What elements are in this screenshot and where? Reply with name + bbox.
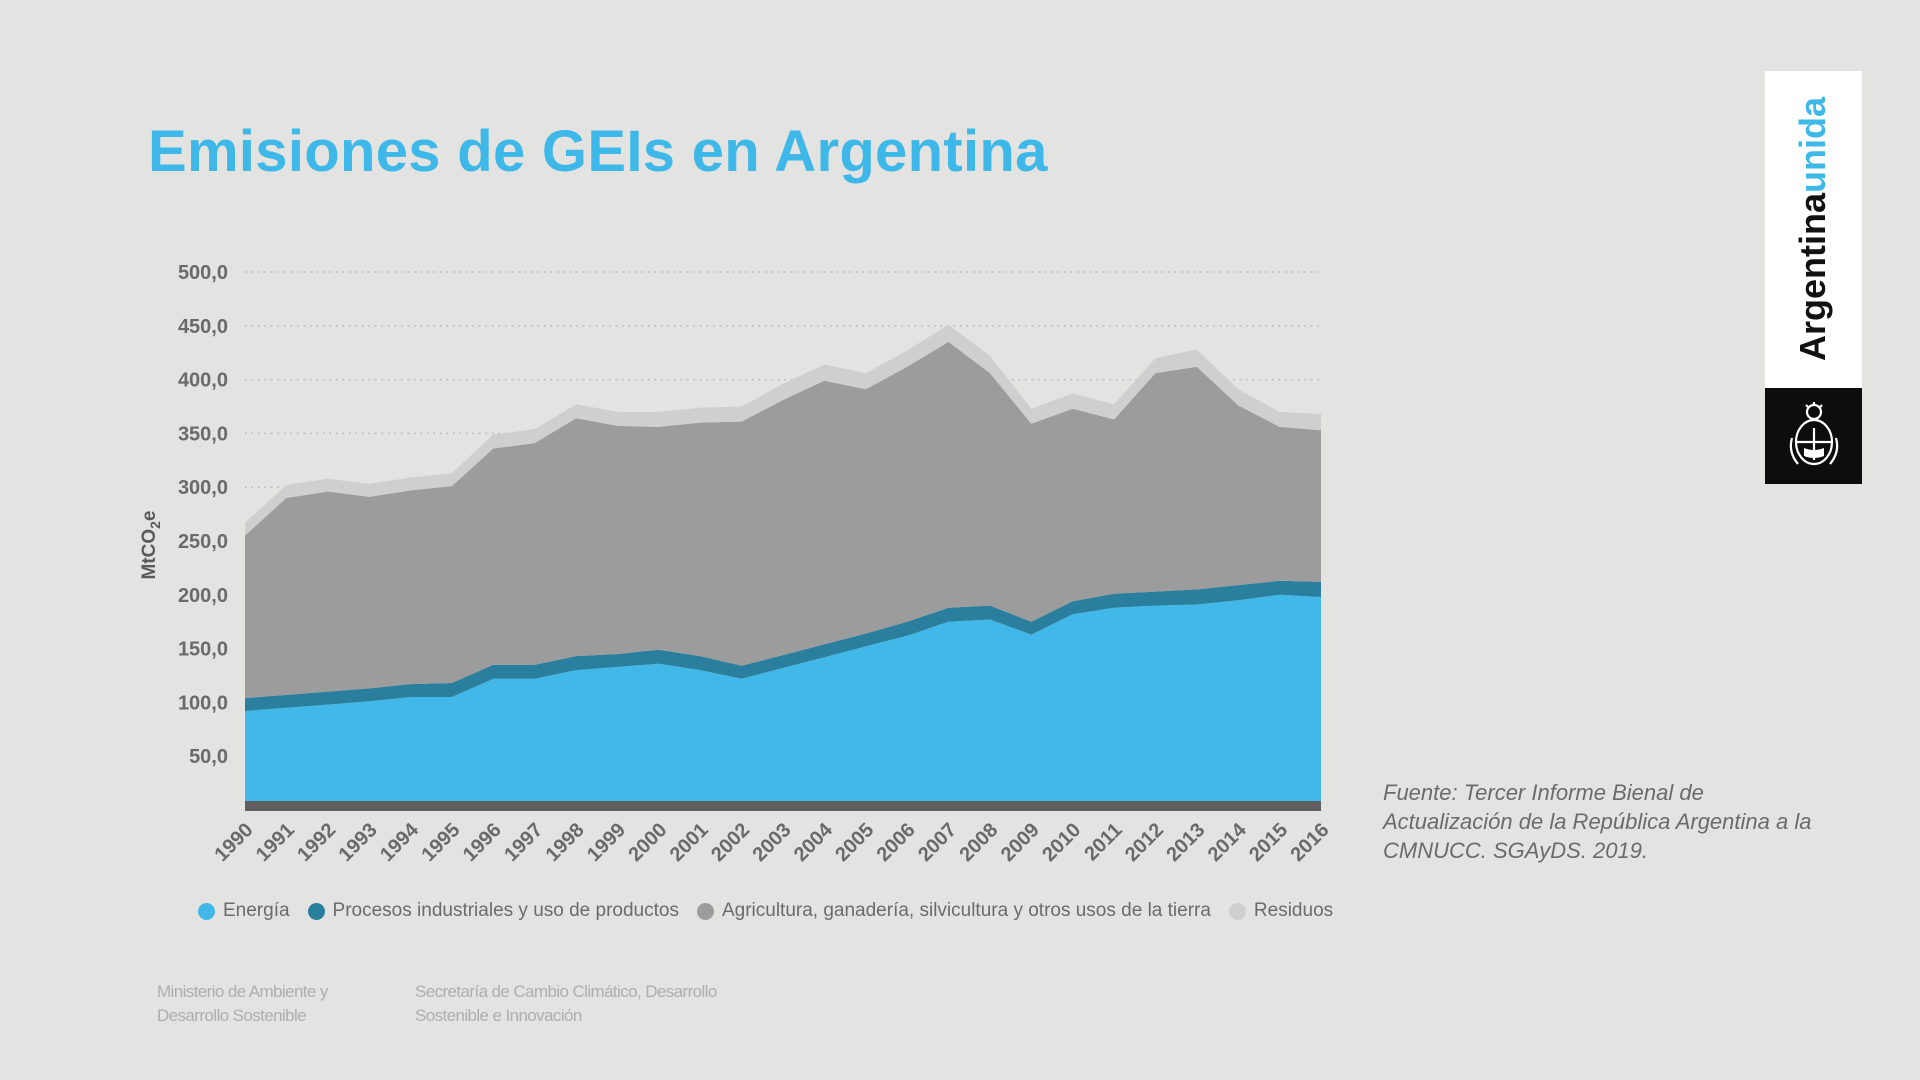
brand-word-argentina: Argentina [1792, 192, 1833, 362]
x-tick-label: 2009 [997, 819, 1044, 866]
x-tick-label: 1996 [459, 819, 506, 866]
x-axis-baseline [245, 801, 1321, 811]
x-tick-label: 2007 [914, 819, 961, 866]
x-tick-label: 2002 [707, 819, 754, 866]
x-tick-label: 2000 [624, 819, 671, 866]
legend-item-agricultura: Agricultura, ganadería, silvicultura y o… [696, 900, 1211, 922]
y-tick-label: 400,0 [178, 370, 228, 392]
x-tick-label: 2008 [955, 819, 1002, 866]
coat-of-arms-icon [1789, 402, 1838, 466]
legend-label-agricultura: Agricultura, ganadería, silvicultura y o… [721, 900, 1211, 921]
legend-swatch-agricultura [696, 902, 714, 920]
y-axis-label: MtCO2e [139, 510, 163, 579]
x-tick-label: 1995 [417, 819, 464, 866]
x-tick-label: 1991 [252, 819, 299, 866]
legend-item-procesos: Procesos industriales y uso de productos [307, 900, 679, 922]
legend-item-energia: Energía [198, 900, 290, 922]
x-tick-label: 2014 [1204, 818, 1252, 866]
source-note: Fuente: Tercer Informe Bienal de Actuali… [1383, 780, 1812, 863]
brand-logo-top: Argentinaunida [1765, 71, 1862, 388]
x-tick-label: 2016 [1287, 819, 1334, 866]
legend-swatch-residuos [1228, 902, 1246, 920]
chart-title: Emisiones de GEIs en Argentina [148, 119, 1048, 184]
legend-item-residuos: Residuos [1228, 900, 1334, 922]
x-tick-label: 1999 [583, 819, 630, 866]
footer-ministry: Ministerio de Ambiente y Desarrollo Sost… [157, 982, 328, 1025]
footer-secretariat: Secretaría de Cambio Climático, Desarrol… [415, 982, 717, 1025]
x-tick-label: 1997 [500, 819, 547, 866]
x-tick-label: 2003 [749, 819, 796, 866]
chart-legend: Energía Procesos industriales y uso de p… [198, 900, 1337, 922]
y-tick-label: 450,0 [178, 316, 228, 338]
x-tick-label: 2011 [1080, 819, 1126, 865]
x-tick-label: 2013 [1162, 819, 1209, 866]
x-tick-label: 2001 [666, 819, 713, 866]
x-tick-label: 2015 [1245, 819, 1292, 866]
area-energia [245, 594, 1321, 810]
brand-logo-bottom [1765, 388, 1862, 484]
area-agricultura [245, 341, 1321, 699]
y-tick-label: 500,0 [178, 262, 228, 284]
x-tick-label: 1998 [542, 819, 589, 866]
legend-label-energia: Energía [223, 900, 290, 921]
x-tick-label: 2012 [1121, 819, 1168, 866]
legend-label-procesos: Procesos industriales y uso de productos [332, 900, 679, 921]
x-tick-label: 2004 [790, 818, 838, 866]
x-tick-label: 1990 [211, 819, 258, 866]
y-tick-label: 350,0 [178, 423, 228, 445]
legend-swatch-procesos [307, 902, 325, 920]
y-tick-label: 250,0 [178, 531, 228, 553]
legend-label-residuos: Residuos [1253, 900, 1334, 921]
x-tick-label: 1993 [335, 819, 382, 866]
brand-logo-text: Argentinaunida [1792, 97, 1834, 361]
y-tick-label: 150,0 [178, 639, 228, 661]
area-procesos [245, 580, 1321, 711]
x-tick-label: 1994 [376, 818, 424, 866]
brand-word-unida: unida [1792, 96, 1833, 193]
brand-logo: Argentinaunida [1765, 71, 1862, 484]
y-tick-label: 100,0 [178, 692, 228, 714]
legend-swatch-energia [198, 902, 215, 920]
y-tick-label: 200,0 [178, 585, 228, 607]
y-tick-label: 50,0 [189, 746, 228, 768]
x-tick-label: 1992 [293, 819, 340, 866]
y-tick-label: 300,0 [178, 477, 228, 499]
x-tick-label: 2010 [1038, 819, 1085, 866]
x-tick-label: 2005 [831, 819, 878, 866]
x-tick-label: 2006 [873, 819, 920, 866]
